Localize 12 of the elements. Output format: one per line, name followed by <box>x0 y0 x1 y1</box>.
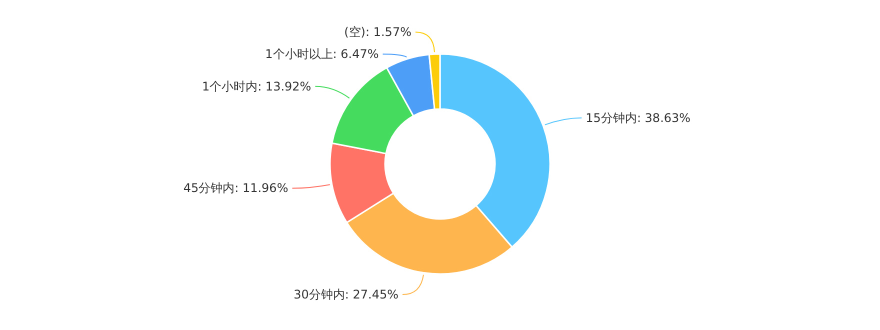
data-label: : 1.57% <box>366 25 412 40</box>
data-label: : 27.45% <box>344 288 399 302</box>
slice-label: 30分钟内 <box>294 288 345 302</box>
slice-label: 1个小时内 <box>202 79 258 94</box>
slice-label: 1个小时以上 <box>265 47 333 62</box>
data-label: : 6.47% <box>332 47 379 62</box>
data-label: : 38.63% <box>636 110 691 125</box>
data-label: : 11.96% <box>234 181 288 196</box>
slice-label: 15分钟内 <box>586 110 637 125</box>
slice-label: 45分钟内 <box>183 181 235 196</box>
data-label: : 13.92% <box>258 79 312 94</box>
slice-label: (空) <box>344 25 366 40</box>
